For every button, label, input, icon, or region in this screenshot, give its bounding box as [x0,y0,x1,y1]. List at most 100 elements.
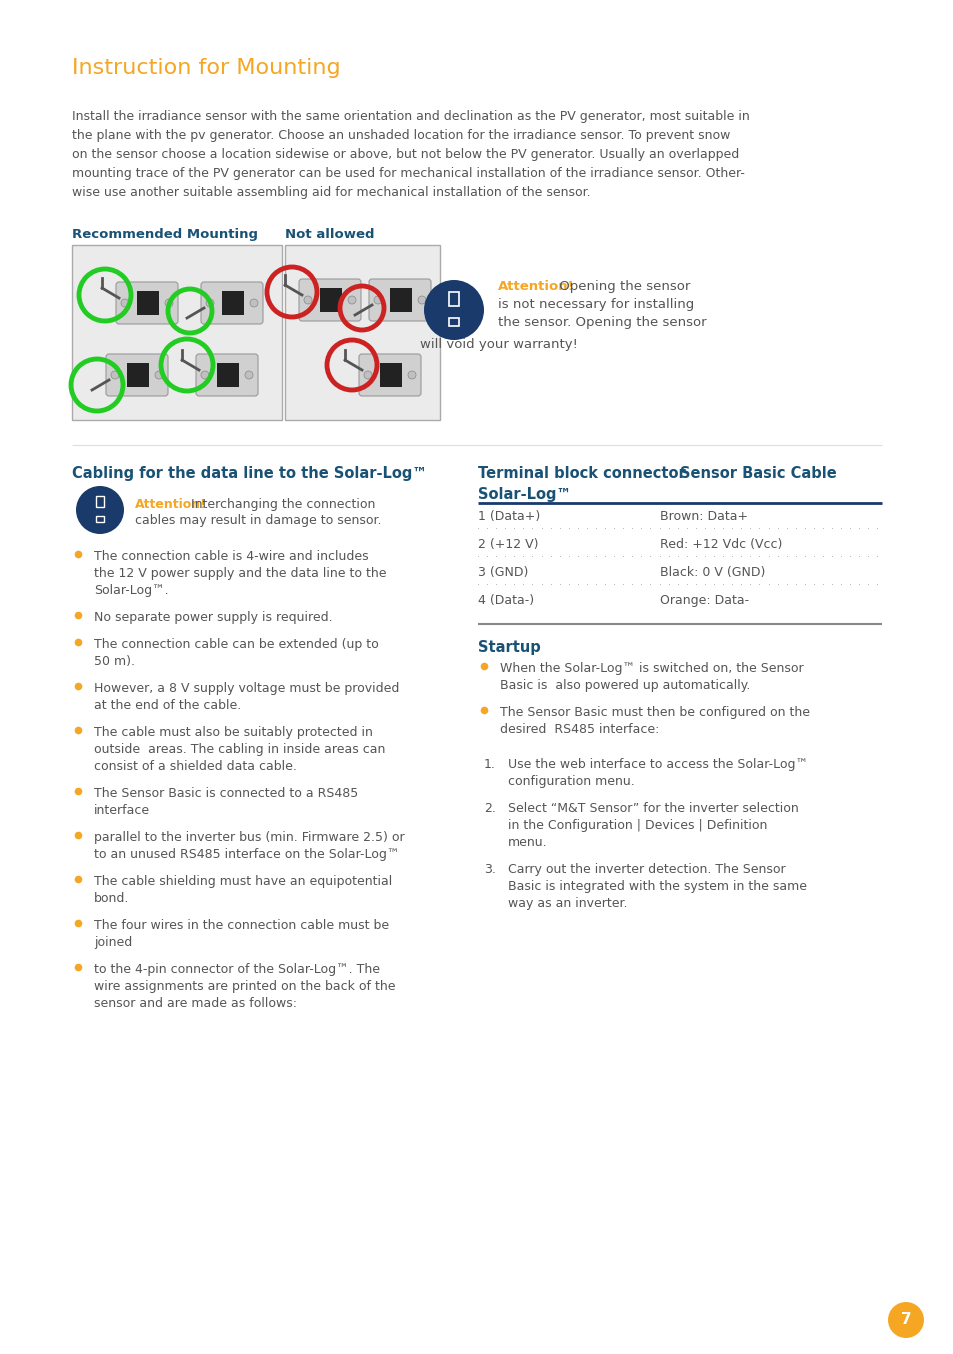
Text: 3.: 3. [483,862,496,876]
Text: Carry out the inverter detection. The Sensor: Carry out the inverter detection. The Se… [507,862,785,876]
Text: configuration menu.: configuration menu. [507,774,634,788]
Text: 1 (Data+): 1 (Data+) [477,510,539,523]
Text: 7: 7 [900,1312,910,1327]
Text: Orange: Data-: Orange: Data- [659,594,748,607]
Circle shape [121,299,129,307]
Bar [96,516,104,523]
Circle shape [887,1303,923,1338]
Text: outside  areas. The cabling in inside areas can: outside areas. The cabling in inside are… [94,743,385,756]
Text: Select “M&T Sensor” for the inverter selection: Select “M&T Sensor” for the inverter sel… [507,802,798,815]
Text: way as an inverter.: way as an inverter. [507,896,627,910]
Circle shape [201,371,209,379]
Text: menu.: menu. [507,835,547,849]
Text: is not necessary for installing: is not necessary for installing [497,298,694,311]
Text: to an unused RS485 interface on the Solar-Log™: to an unused RS485 interface on the Sola… [94,848,399,861]
FancyBboxPatch shape [106,353,168,395]
Bar [449,292,458,306]
Circle shape [364,371,372,379]
Text: Opening the sensor: Opening the sensor [555,280,690,292]
Text: Terminal block connector: Terminal block connector [477,466,685,481]
Text: Cabling for the data line to the Solar-Log™: Cabling for the data line to the Solar-L… [71,466,427,481]
Text: on the sensor choose a location sidewise or above, but not below the PV generato: on the sensor choose a location sidewise… [71,148,739,161]
Text: 3 (GND): 3 (GND) [477,566,528,580]
Text: Not allowed: Not allowed [285,227,375,241]
Circle shape [374,297,381,305]
Text: mounting trace of the PV generator can be used for mechanical installation of th: mounting trace of the PV generator can b… [71,167,744,180]
Text: in the Configuration | Devices | Definition: in the Configuration | Devices | Definit… [507,819,766,831]
Text: Sensor Basic Cable: Sensor Basic Cable [679,466,836,481]
Circle shape [154,371,163,379]
Bar [71,245,282,420]
Text: interface: interface [94,804,150,816]
Circle shape [423,280,483,340]
Text: the sensor. Opening the sensor: the sensor. Opening the sensor [497,315,706,329]
Circle shape [206,299,213,307]
Text: wire assignments are printed on the back of the: wire assignments are printed on the back… [94,980,395,992]
Circle shape [76,486,124,533]
Text: cables may result in damage to sensor.: cables may result in damage to sensor. [135,515,381,527]
Text: bond.: bond. [94,892,130,904]
Text: the 12 V power supply and the data line to the: the 12 V power supply and the data line … [94,567,386,580]
Text: will void your warranty!: will void your warranty! [419,338,578,351]
Text: at the end of the cable.: at the end of the cable. [94,699,241,712]
Text: desired  RS485 interface:: desired RS485 interface: [499,723,659,737]
Bar [222,291,244,315]
Bar [390,288,412,311]
Bar [379,363,401,387]
Text: Startup: Startup [477,640,540,655]
Circle shape [304,297,312,305]
Bar [127,363,149,387]
FancyBboxPatch shape [298,279,360,321]
Bar [285,245,439,420]
Text: Solar-Log™.: Solar-Log™. [94,584,169,597]
FancyBboxPatch shape [195,353,257,395]
Text: The cable must also be suitably protected in: The cable must also be suitably protecte… [94,726,373,739]
Text: Brown: Data+: Brown: Data+ [659,510,747,523]
Text: Red: +12 Vdc (Vcc): Red: +12 Vdc (Vcc) [659,538,781,551]
Text: The Sensor Basic must then be configured on the: The Sensor Basic must then be configured… [499,705,809,719]
Bar [449,318,458,326]
Text: parallel to the inverter bus (min. Firmware 2.5) or: parallel to the inverter bus (min. Firmw… [94,831,404,844]
Text: 4 (Data-): 4 (Data-) [477,594,534,607]
Text: The cable shielding must have an equipotential: The cable shielding must have an equipot… [94,875,392,888]
Text: consist of a shielded data cable.: consist of a shielded data cable. [94,760,296,773]
FancyBboxPatch shape [116,282,178,324]
Circle shape [417,297,426,305]
Bar [137,291,159,315]
Text: Install the irradiance sensor with the same orientation and declination as the P: Install the irradiance sensor with the s… [71,110,749,123]
Circle shape [408,371,416,379]
Text: Basic is integrated with the system in the same: Basic is integrated with the system in t… [507,880,806,894]
Bar [216,363,239,387]
Bar [96,496,104,506]
Text: sensor and are made as follows:: sensor and are made as follows: [94,997,296,1010]
Text: 50 m).: 50 m). [94,655,135,668]
Text: However, a 8 V supply voltage must be provided: However, a 8 V supply voltage must be pr… [94,682,399,695]
Text: Interchanging the connection: Interchanging the connection [187,498,375,510]
Text: wise use another suitable assembling aid for mechanical installation of the sens: wise use another suitable assembling aid… [71,185,590,199]
Text: The connection cable can be extended (up to: The connection cable can be extended (up… [94,638,378,651]
Text: 2.: 2. [483,802,496,815]
Text: Use the web interface to access the Solar-Log™: Use the web interface to access the Sola… [507,758,807,770]
Text: When the Solar-Log™ is switched on, the Sensor: When the Solar-Log™ is switched on, the … [499,662,802,676]
Text: The connection cable is 4-wire and includes: The connection cable is 4-wire and inclu… [94,550,368,563]
Text: Recommended Mounting: Recommended Mounting [71,227,257,241]
Circle shape [111,371,119,379]
FancyBboxPatch shape [358,353,420,395]
Text: The four wires in the connection cable must be: The four wires in the connection cable m… [94,919,389,932]
Text: Attention!: Attention! [497,280,574,292]
Circle shape [348,297,355,305]
Text: Basic is  also powered up automatically.: Basic is also powered up automatically. [499,678,750,692]
Circle shape [250,299,257,307]
Text: Black: 0 V (GND): Black: 0 V (GND) [659,566,764,580]
FancyBboxPatch shape [369,279,431,321]
Text: 1.: 1. [483,758,496,770]
Bar [319,288,341,311]
Text: to the 4-pin connector of the Solar-Log™. The: to the 4-pin connector of the Solar-Log™… [94,963,379,976]
Circle shape [165,299,172,307]
Text: Solar-Log™: Solar-Log™ [477,487,571,502]
Text: 2 (+12 V): 2 (+12 V) [477,538,537,551]
Text: No separate power supply is required.: No separate power supply is required. [94,611,333,624]
Text: Instruction for Mounting: Instruction for Mounting [71,58,340,79]
Text: the plane with the pv generator. Choose an unshaded location for the irradiance : the plane with the pv generator. Choose … [71,129,730,142]
Text: The Sensor Basic is connected to a RS485: The Sensor Basic is connected to a RS485 [94,787,358,800]
